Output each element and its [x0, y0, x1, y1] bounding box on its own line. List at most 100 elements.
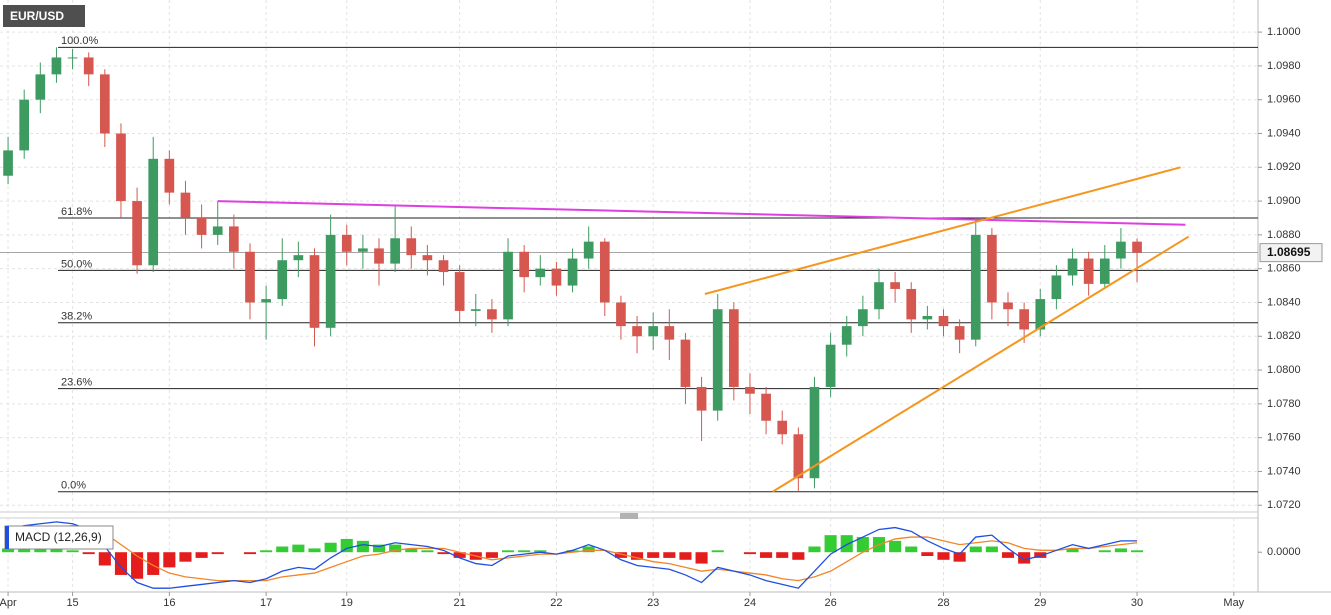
candle-body — [712, 309, 723, 411]
candle-body — [922, 315, 933, 320]
fib-label: 23.6% — [61, 377, 92, 389]
candle-body — [696, 386, 707, 411]
candle-body — [1019, 309, 1029, 330]
x-tick-label: 24 — [744, 597, 756, 609]
candle-body — [83, 57, 94, 75]
candle-body — [261, 299, 271, 303]
x-tick-label: 16 — [163, 597, 175, 609]
candle-body — [906, 288, 917, 320]
candle-body — [438, 260, 449, 273]
candle-body — [67, 57, 78, 59]
y-tick-label: 1.0920 — [1267, 161, 1301, 173]
macd-histogram-bar — [985, 546, 998, 553]
candle-body — [858, 309, 868, 327]
candle-body — [164, 158, 175, 193]
candle-body — [293, 255, 304, 261]
macd-histogram-bar — [566, 550, 579, 553]
y-tick-label: 0.0000 — [1267, 546, 1301, 558]
macd-histogram-bar — [421, 550, 434, 553]
candle-body — [35, 74, 46, 100]
macd-histogram-bar — [131, 552, 144, 579]
candle-body — [422, 255, 433, 261]
macd-histogram-bar — [679, 552, 692, 560]
fib-label: 50.0% — [61, 258, 92, 270]
y-tick-label: 1.0760 — [1267, 432, 1301, 444]
chart-title: EUR/USD — [10, 9, 64, 23]
candle-body — [406, 238, 417, 256]
candle-body — [599, 241, 610, 303]
macd-histogram-bar — [1018, 552, 1031, 564]
macd-line — [7, 521, 1138, 589]
x-tick-label: 15 — [66, 597, 78, 609]
macd-histogram-bar — [776, 552, 789, 558]
candle-body — [567, 258, 578, 286]
macd-histogram-bar — [937, 552, 950, 560]
y-tick-label: 1.0800 — [1267, 364, 1301, 376]
candle-body — [793, 434, 804, 479]
macd-histogram-bar — [485, 552, 498, 558]
macd-histogram-bar — [276, 546, 289, 553]
y-tick-label: 1.0720 — [1267, 499, 1301, 511]
y-tick-label: 1.0980 — [1267, 60, 1301, 72]
macd-histogram-bar — [711, 550, 724, 553]
macd-histogram-bar — [308, 548, 321, 553]
candle-body — [19, 99, 30, 151]
y-tick-label: 1.0960 — [1267, 94, 1301, 106]
trendline — [217, 200, 1186, 226]
current-price-box — [1259, 243, 1323, 263]
y-tick-label: 1.0860 — [1267, 263, 1301, 275]
candle-body — [390, 238, 400, 264]
macd-histogram-bar — [292, 544, 305, 553]
candle-body — [1051, 275, 1062, 300]
x-tick-label: Apr — [0, 597, 17, 609]
macd-histogram-bar — [534, 550, 547, 553]
macd-histogram-bar — [1001, 552, 1015, 558]
macd-histogram-bar — [405, 548, 418, 553]
macd-histogram-bar — [98, 552, 111, 566]
resize-handle — [620, 513, 638, 519]
candle-body — [583, 241, 594, 259]
macd-histogram-bar — [582, 546, 595, 553]
macd-histogram-bar — [340, 538, 353, 553]
candle-body — [680, 339, 691, 387]
candle-body — [358, 248, 368, 252]
macd-histogram-bar — [905, 546, 918, 553]
candle-body — [616, 302, 626, 327]
plot: 100.0% 61.8% 50.0% 38.2% 23.6% 0.0% — [0, 35, 1258, 589]
x-tick-label: 19 — [341, 597, 353, 609]
candle-body — [1116, 241, 1126, 259]
candle-body — [728, 309, 739, 387]
candle-body — [987, 234, 997, 303]
y-tick-label: 1.0880 — [1267, 229, 1301, 241]
y-tick-label: 1.0780 — [1267, 398, 1301, 410]
y-tick-label: 1.1000 — [1267, 26, 1301, 38]
macd-histogram-bar — [840, 535, 853, 553]
macd-histogram-bar — [614, 552, 627, 558]
candle-body — [196, 217, 207, 235]
fib-label: 61.8% — [61, 206, 92, 218]
candle-body — [309, 255, 320, 328]
macd-histogram-bar — [695, 552, 708, 564]
macd-legend: MACD (12,26,9) — [15, 530, 102, 544]
macd-histogram-bar — [453, 552, 466, 558]
macd-histogram-bar — [324, 542, 337, 553]
macd-histogram-bar — [631, 552, 644, 560]
y-tick-label: 1.0740 — [1267, 465, 1301, 477]
fib-label: 100.0% — [61, 35, 99, 47]
candle-body — [745, 386, 755, 394]
candle-body — [132, 201, 142, 266]
macd-histogram-bar — [114, 552, 128, 575]
candle-body — [664, 326, 675, 340]
fib-label: 38.2% — [61, 311, 92, 323]
macd-histogram-bar — [889, 540, 902, 553]
x-tick-label: 30 — [1131, 597, 1143, 609]
macd-histogram-bar — [163, 552, 176, 568]
macd-histogram-bar — [243, 552, 257, 555]
candle-body — [1099, 258, 1110, 284]
macd-histogram-bar — [663, 552, 676, 558]
x-tick-label: 21 — [454, 597, 466, 609]
macd-histogram-bar — [647, 552, 660, 558]
macd-histogram-bar — [518, 550, 531, 553]
